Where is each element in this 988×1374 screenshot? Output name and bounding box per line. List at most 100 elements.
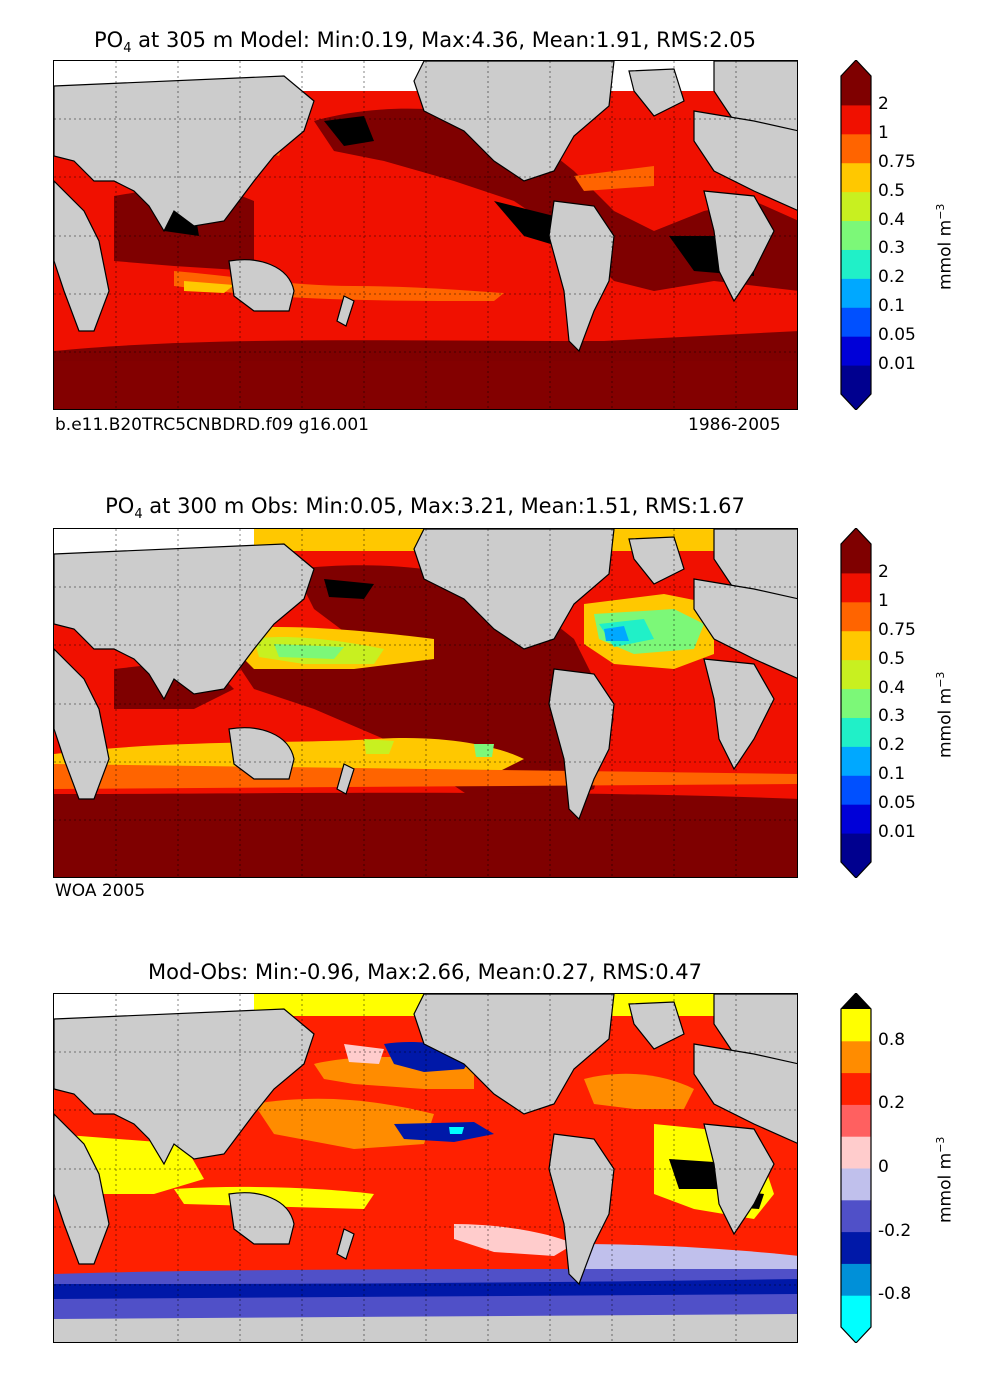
colorbar-swatch [841, 76, 871, 106]
land-mass [693, 578, 797, 679]
land-mass [54, 1113, 110, 1265]
colorbar-swatch [841, 336, 871, 366]
colorbar-tick-label: 0.1 [878, 764, 906, 785]
colorbar-tick-label: 0.4 [878, 677, 906, 698]
footer-source: b.e11.B20TRC5CNBDRD.f09 g16.001 [55, 415, 369, 435]
map-region [274, 644, 344, 659]
map-region [574, 166, 654, 191]
colorbar-swatch [841, 544, 871, 574]
map-region [324, 579, 374, 599]
colorbar-extend-low [841, 1327, 871, 1343]
colorbar-tick-label: 0.2 [878, 735, 906, 756]
panel-title: PO4 at 300 m Obs: Min:0.05, Max:3.21, Me… [105, 494, 745, 523]
colorbar-swatch [841, 833, 871, 863]
map-region [174, 1186, 374, 1209]
land-mass [228, 727, 295, 780]
map-region [364, 739, 394, 754]
land-mass [54, 180, 110, 332]
colorbar-units: mmol m−3 [934, 203, 956, 290]
colorbar-extend-high [841, 528, 871, 544]
colorbar-swatch [841, 630, 871, 661]
colorbar-extend-low [841, 862, 871, 878]
land-mass [548, 200, 615, 353]
colorbar-swatch [841, 162, 871, 193]
land-mass [693, 1043, 797, 1144]
land-mass [336, 1228, 355, 1260]
colorbar-tick-label: 0 [878, 1157, 889, 1177]
colorbar-tick-label: 0.01 [878, 822, 916, 843]
map-region [474, 744, 494, 757]
colorbar-units: mmol m−3 [934, 671, 956, 758]
colorbar-swatch [841, 688, 871, 718]
colorbar-tick-label: 1 [878, 590, 889, 611]
land-mass [413, 994, 615, 1115]
colorbar-tick-label: 0.2 [878, 267, 906, 288]
footer-source: WOA 2005 [55, 881, 146, 901]
colorbar-swatch [841, 191, 871, 222]
colorbar-swatch [841, 1231, 871, 1264]
map-region [54, 331, 797, 409]
land-mass [703, 190, 775, 303]
colorbar-swatch [841, 804, 871, 834]
footer-period: 1986-2005 [688, 415, 781, 435]
map-region [604, 626, 629, 641]
panel-title: PO4 at 305 m Model: Min:0.19, Max:4.36, … [94, 28, 756, 57]
land-mass [628, 1001, 685, 1050]
model-map [53, 60, 798, 410]
colorbar-tick-label: -0.8 [878, 1284, 912, 1305]
colorbar-graphic [840, 993, 872, 1343]
colorbar-outline [840, 993, 872, 1343]
colorbar-extend-high [841, 993, 871, 1009]
land-mass [548, 668, 615, 821]
land-mass [228, 259, 295, 312]
colorbar-swatch [841, 1072, 871, 1105]
land-mass [413, 529, 615, 650]
colorbar-tick-label: 0.3 [878, 238, 906, 259]
obs-map [53, 528, 798, 878]
colorbar-outline [840, 60, 872, 410]
map-region [449, 1127, 464, 1134]
colorbar-tick-label: 0.1 [878, 296, 906, 317]
colorbar-tick-label: -0.2 [878, 1220, 912, 1241]
map-region [574, 1244, 797, 1269]
colorbar-outline [840, 528, 872, 878]
colorbar-swatch [841, 1009, 871, 1042]
colorbar-swatch [841, 104, 871, 135]
land-mass [54, 75, 315, 233]
land-mass [703, 658, 775, 771]
colorbar-tick-label: 2 [878, 561, 889, 582]
colorbar-swatch [841, 1136, 871, 1169]
colorbar-tick-label: 2 [878, 93, 889, 114]
colorbar-tick-label: 0.01 [878, 354, 916, 375]
colorbar-swatch [841, 278, 871, 308]
colorbar-swatch [841, 1104, 871, 1137]
colorbar-swatch [841, 1168, 871, 1201]
land-mass [228, 1192, 295, 1245]
map-region [394, 1122, 494, 1142]
colorbar-swatch [841, 717, 871, 747]
colorbar-swatch [841, 1263, 871, 1296]
panel-title: Mod-Obs: Min:-0.96, Max:2.66, Mean:0.27,… [148, 960, 702, 984]
colorbar-tick-label: 0.5 [878, 648, 906, 669]
colorbar-swatch [841, 365, 871, 395]
colorbar-tick-label: 0.3 [878, 706, 906, 727]
land-mass [336, 295, 355, 327]
colorbar-tick-label: 0.75 [878, 619, 916, 640]
colorbar-swatch [841, 307, 871, 337]
colorbar-swatch [841, 659, 871, 690]
colorbar-swatch [841, 249, 871, 279]
map-region [54, 1314, 797, 1342]
colorbar-swatch [841, 1199, 871, 1233]
colorbar-tick-label: 0.4 [878, 209, 906, 230]
map-region [324, 116, 374, 146]
land-mass [336, 763, 355, 795]
colorbar-swatch [841, 1295, 871, 1328]
land-mass [703, 1123, 775, 1236]
colorbar-swatch [841, 1040, 871, 1074]
land-mass [54, 648, 110, 800]
map-region [454, 1224, 574, 1256]
land-mass [548, 1133, 615, 1286]
land-mass [693, 110, 797, 211]
colorbar-swatch [841, 572, 871, 603]
colorbar-swatch [841, 220, 871, 250]
